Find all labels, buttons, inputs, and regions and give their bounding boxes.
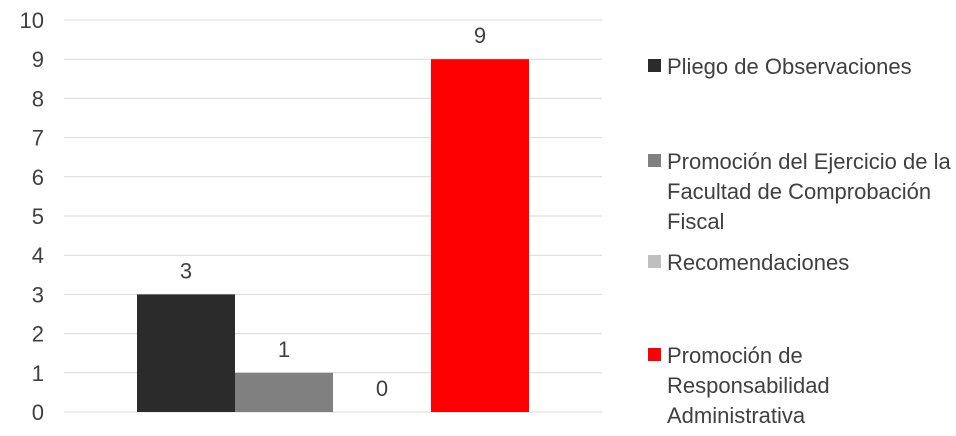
data-label: 9: [474, 23, 486, 48]
bar: [431, 59, 529, 412]
legend-label: Promoción de Responsabilidad Administrat…: [667, 343, 830, 428]
legend-label: Recomendaciones: [667, 250, 850, 275]
bar: [137, 294, 235, 412]
y-axis-ticks: 0 1 2 3 4 5 6 7 8 9 10: [20, 8, 44, 425]
y-tick-label: 8: [32, 86, 44, 111]
legend: Pliego de Observaciones Promoción del Ej…: [648, 0, 954, 436]
bar: [235, 372, 333, 412]
data-label: 3: [180, 258, 192, 283]
legend-swatch: [648, 348, 661, 361]
legend-swatch: [648, 255, 661, 268]
y-tick-label: 5: [32, 204, 44, 229]
legend-swatch: [648, 154, 661, 167]
y-tick-label: 9: [32, 47, 44, 72]
y-tick-label: 10: [20, 8, 44, 33]
data-label: 0: [376, 376, 388, 401]
legend-item-pliego: Pliego de Observaciones: [648, 52, 952, 82]
data-labels: 3 1 0 9: [180, 23, 486, 401]
legend-item-recomendaciones: Recomendaciones: [648, 248, 952, 278]
y-tick-label: 0: [32, 400, 44, 425]
legend-item-promocion-ejercicio: Promoción del Ejercicio de la Facultad d…: [648, 147, 952, 237]
y-tick-label: 3: [32, 282, 44, 307]
y-tick-label: 1: [32, 361, 44, 386]
legend-label: Promoción del Ejercicio de la Facultad d…: [667, 149, 951, 234]
data-label: 1: [278, 337, 290, 362]
y-tick-label: 7: [32, 126, 44, 151]
y-tick-label: 4: [32, 243, 44, 268]
y-tick-label: 2: [32, 322, 44, 347]
legend-label: Pliego de Observaciones: [667, 54, 912, 79]
legend-swatch: [648, 59, 661, 72]
y-tick-label: 6: [32, 165, 44, 190]
bars: [137, 59, 529, 412]
legend-item-promocion-responsabilidad: Promoción de Responsabilidad Administrat…: [648, 341, 952, 431]
